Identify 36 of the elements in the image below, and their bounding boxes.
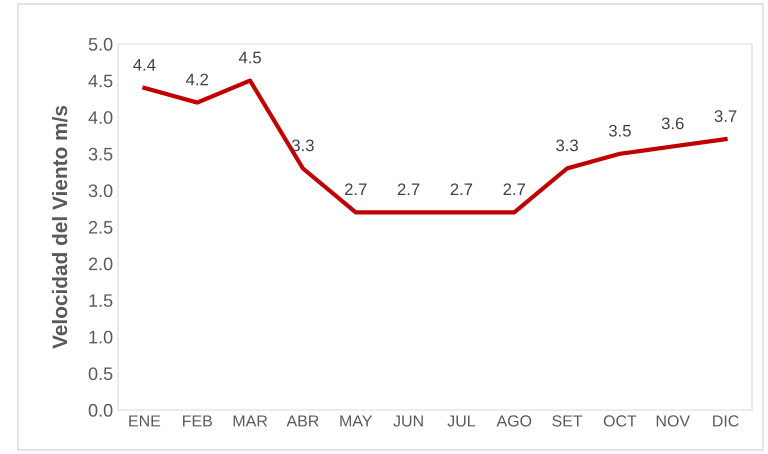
y-tick-label: 3.5 bbox=[88, 148, 112, 161]
x-tick-label: JUL bbox=[447, 415, 476, 427]
data-label: 4.4 bbox=[133, 59, 156, 71]
x-tick-label: FEB bbox=[183, 415, 212, 426]
x-tick-label: ENE bbox=[129, 415, 160, 426]
x-tick-label: AGO bbox=[496, 415, 532, 427]
y-tick-label: 3.0 bbox=[88, 184, 112, 198]
data-label: 2.7 bbox=[504, 183, 525, 196]
y-tick-label: 0.0 bbox=[88, 404, 112, 417]
y-tick-label: 2.5 bbox=[88, 220, 112, 234]
data-label: 3.5 bbox=[608, 124, 631, 137]
data-label: 2.7 bbox=[450, 183, 472, 196]
y-axis-title: Velocidad del Viento m/s bbox=[52, 106, 68, 349]
data-label: 4.2 bbox=[186, 74, 208, 86]
x-tick-label: MAY bbox=[340, 415, 372, 426]
x-tick-label: NOV bbox=[656, 415, 690, 427]
data-label: 3.6 bbox=[662, 117, 684, 130]
data-label: 4.5 bbox=[238, 52, 261, 64]
data-label: 3.7 bbox=[714, 110, 736, 122]
y-tick-label: 5.0 bbox=[88, 38, 112, 51]
x-tick-label: MAR bbox=[234, 415, 268, 426]
y-tick-label: 1.5 bbox=[89, 294, 112, 307]
y-tick-label: 2.0 bbox=[88, 258, 112, 270]
y-tick-label: 1.0 bbox=[89, 330, 112, 344]
y-tick-label: 4.5 bbox=[88, 74, 112, 88]
x-tick-label: DIC bbox=[713, 415, 739, 427]
x-tick-label: JUN bbox=[393, 415, 423, 427]
x-tick-label: OCT bbox=[604, 415, 636, 427]
data-label: 2.7 bbox=[345, 183, 366, 196]
data-label: 2.7 bbox=[398, 183, 420, 196]
data-label: 3.3 bbox=[292, 139, 314, 152]
y-tick-label: 0.5 bbox=[88, 367, 112, 380]
y-tick-label: 4.0 bbox=[88, 111, 112, 124]
x-tick-label: SET bbox=[552, 415, 582, 427]
x-tick-label: ABR bbox=[286, 415, 319, 426]
data-label: 3.3 bbox=[556, 139, 578, 152]
